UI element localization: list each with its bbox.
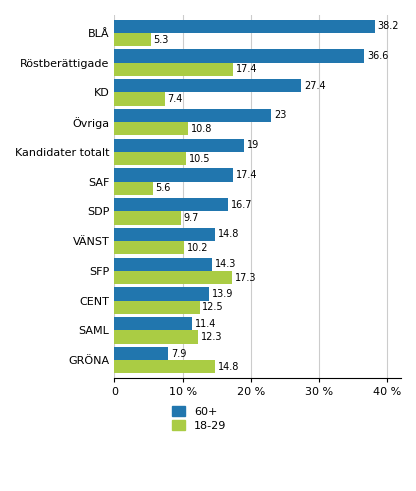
- Bar: [114, 20, 375, 33]
- Bar: [114, 287, 209, 300]
- Bar: [114, 152, 186, 165]
- Bar: [114, 271, 233, 284]
- Text: 12.5: 12.5: [203, 302, 224, 312]
- Bar: [114, 241, 184, 254]
- Bar: [114, 347, 168, 360]
- Text: 9.7: 9.7: [183, 213, 199, 223]
- Text: 10.8: 10.8: [191, 124, 212, 134]
- Bar: [114, 168, 233, 182]
- Bar: [114, 360, 215, 374]
- Bar: [114, 198, 228, 212]
- Text: 5.6: 5.6: [155, 183, 171, 193]
- Bar: [114, 109, 271, 122]
- Text: 14.3: 14.3: [215, 259, 236, 269]
- Text: 16.7: 16.7: [231, 200, 253, 210]
- Text: 10.2: 10.2: [187, 243, 208, 253]
- Bar: [114, 258, 212, 271]
- Text: 17.3: 17.3: [235, 273, 257, 282]
- Text: 12.3: 12.3: [201, 332, 223, 342]
- Bar: [114, 79, 301, 92]
- Bar: [114, 228, 215, 241]
- Text: 13.9: 13.9: [212, 289, 233, 299]
- Bar: [114, 63, 233, 76]
- Text: 14.8: 14.8: [218, 362, 240, 372]
- Text: 14.8: 14.8: [218, 229, 240, 240]
- Bar: [114, 33, 151, 46]
- Bar: [114, 317, 192, 330]
- Text: 38.2: 38.2: [378, 21, 399, 31]
- Text: 5.3: 5.3: [153, 34, 168, 45]
- Legend: 60+, 18-29: 60+, 18-29: [168, 403, 230, 434]
- Text: 10.5: 10.5: [189, 154, 210, 164]
- Text: 17.4: 17.4: [236, 170, 258, 180]
- Bar: [114, 212, 181, 225]
- Text: 7.4: 7.4: [168, 94, 183, 104]
- Bar: [114, 92, 165, 106]
- Text: 36.6: 36.6: [367, 51, 388, 61]
- Text: 17.4: 17.4: [236, 64, 258, 74]
- Text: 23: 23: [274, 110, 287, 120]
- Bar: [114, 49, 364, 63]
- Bar: [114, 182, 153, 195]
- Text: 7.9: 7.9: [171, 349, 186, 358]
- Bar: [114, 138, 244, 152]
- Text: 27.4: 27.4: [304, 81, 326, 91]
- Text: 19: 19: [247, 140, 259, 150]
- Bar: [114, 300, 200, 314]
- Bar: [114, 122, 188, 136]
- Bar: [114, 330, 198, 344]
- Text: 11.4: 11.4: [195, 319, 216, 329]
